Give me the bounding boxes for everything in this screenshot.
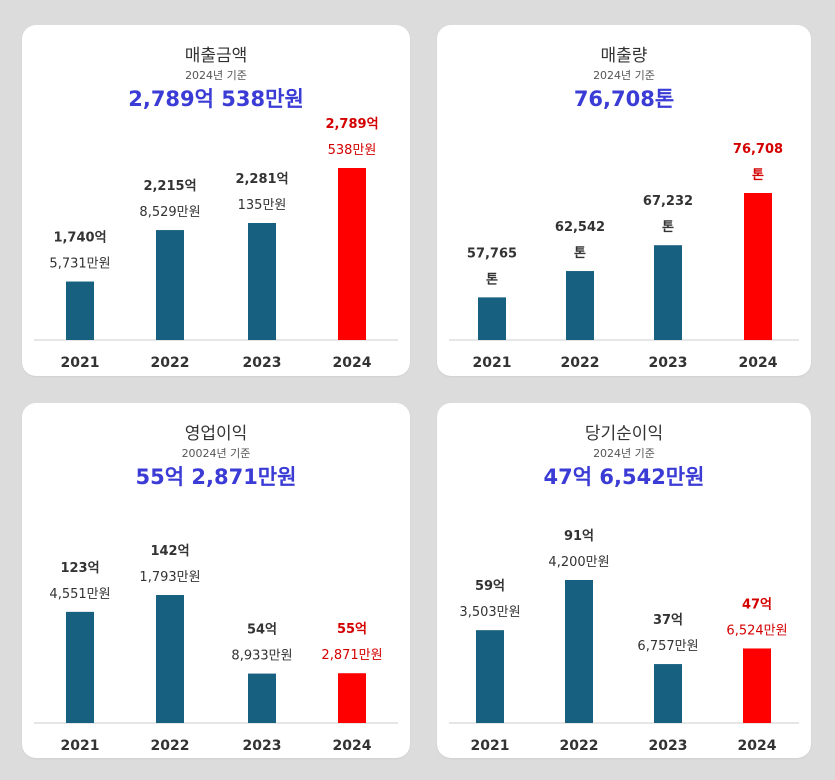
- x-tick-label: 2022: [151, 738, 190, 754]
- bar-2023: [248, 673, 276, 723]
- data-label-primary: 2,215억: [143, 179, 196, 194]
- card-net-income: 당기순이익 2024년 기준 47억 6,542만원 59억 3,503만원 202…: [437, 403, 811, 758]
- x-tick-label: 2021: [473, 355, 512, 371]
- bar-chart: 57,765 톤 2021 62,542 톤 2022 67,232 톤 2023 76,708 톤…: [449, 142, 799, 371]
- data-label-primary: 2,281억: [235, 172, 288, 187]
- data-label-secondary: 2,871만원: [321, 648, 382, 663]
- card-total: 55억 2,871만원: [135, 465, 297, 489]
- x-tick-label: 2023: [649, 738, 688, 754]
- bar-2022: [566, 271, 594, 340]
- bar-2021: [478, 297, 506, 340]
- x-tick-label: 2021: [61, 738, 100, 754]
- x-tick-label: 2024: [333, 738, 372, 754]
- card-subtitle: 2024년 기준: [593, 447, 655, 460]
- data-label-primary: 47억: [742, 597, 772, 612]
- card-total: 76,708톤: [573, 87, 675, 111]
- card-total: 2,789억 538만원: [128, 87, 304, 111]
- card-title: 매출금액: [184, 46, 248, 66]
- card-title: 영업이익: [184, 424, 248, 444]
- data-label-secondary: 6,757만원: [637, 639, 698, 654]
- card-title: 당기순이익: [584, 424, 664, 444]
- card-sales-volume: 매출량 2024년 기준 76,708톤 57,765 톤 2021 62,542 톤 2…: [437, 25, 811, 376]
- data-label-secondary: 5,731만원: [49, 257, 110, 272]
- data-label-secondary: 톤: [486, 272, 498, 287]
- data-label-secondary: 6,524만원: [726, 623, 787, 638]
- data-label-secondary: 톤: [662, 220, 674, 235]
- data-label-primary: 57,765: [467, 246, 517, 261]
- data-label-primary: 123억: [60, 561, 99, 576]
- data-label-primary: 59억: [475, 579, 505, 594]
- bar-chart: 59억 3,503만원 2021 91억 4,200만원 2022 37억 6,757만원 20…: [449, 529, 799, 754]
- x-tick-label: 2024: [739, 355, 778, 371]
- card-sales-amount: 매출금액 2024년 기준 2,789억 538만원 1,740억 5,731만원…: [22, 25, 410, 376]
- x-tick-label: 2023: [649, 355, 688, 371]
- card-total: 47억 6,542만원: [543, 465, 705, 489]
- x-tick-label: 2021: [61, 355, 100, 371]
- data-label-secondary: 135만원: [238, 198, 287, 213]
- data-label-primary: 37억: [653, 613, 683, 628]
- bar-2023: [248, 223, 276, 340]
- card-subtitle: 2024년 기준: [185, 69, 247, 82]
- card-title: 매출량: [600, 46, 648, 66]
- bar-2021: [476, 630, 504, 723]
- bar-2023: [654, 664, 682, 723]
- bar-2024: [744, 193, 772, 340]
- card-operating-profit: 영업이익 20024년 기준 55억 2,871만원 123억 4,551만원 20…: [22, 403, 410, 758]
- bar-2021: [66, 281, 94, 340]
- x-tick-label: 2022: [151, 355, 190, 371]
- x-tick-label: 2024: [333, 355, 372, 371]
- bar-2022: [565, 580, 593, 723]
- data-label-primary: 91억: [564, 529, 594, 544]
- bar-2022: [156, 595, 184, 723]
- data-label-primary: 67,232: [643, 194, 693, 209]
- data-label-secondary: 8,529만원: [139, 205, 200, 220]
- x-tick-label: 2024: [738, 738, 777, 754]
- bar-2024: [338, 168, 366, 340]
- data-label-secondary: 4,200만원: [548, 555, 609, 570]
- data-label-secondary: 1,793만원: [139, 570, 200, 585]
- data-label-secondary: 4,551만원: [49, 587, 110, 602]
- x-tick-label: 2023: [243, 355, 282, 371]
- data-label-primary: 55억: [337, 622, 367, 637]
- bar-2022: [156, 230, 184, 340]
- card-subtitle: 2024년 기준: [593, 69, 655, 82]
- x-tick-label: 2022: [561, 355, 600, 371]
- data-label-primary: 76,708: [733, 142, 783, 157]
- bar-chart: 123억 4,551만원 2021 142억 1,793만원 2022 54억 8,933만원…: [34, 544, 398, 754]
- data-label-primary: 2,789억: [325, 117, 378, 132]
- bar-2024: [338, 673, 366, 723]
- data-label-primary: 142억: [150, 544, 189, 559]
- bar-2021: [66, 611, 94, 723]
- bar-2023: [654, 245, 682, 340]
- bar-2024: [743, 648, 771, 723]
- x-tick-label: 2023: [243, 738, 282, 754]
- data-label-primary: 54억: [247, 623, 277, 638]
- data-label-secondary: 톤: [752, 168, 764, 183]
- data-label-secondary: 톤: [574, 246, 586, 261]
- bar-chart: 1,740억 5,731만원 2021 2,215억 8,529만원 2022 2,281억…: [34, 117, 398, 371]
- card-subtitle: 20024년 기준: [181, 447, 251, 460]
- x-tick-label: 2021: [471, 738, 510, 754]
- data-label-secondary: 3,503만원: [459, 605, 520, 620]
- data-label-secondary: 538만원: [328, 143, 377, 158]
- data-label-secondary: 8,933만원: [231, 649, 292, 664]
- data-label-primary: 1,740억: [53, 231, 106, 246]
- data-label-primary: 62,542: [555, 220, 605, 235]
- x-tick-label: 2022: [560, 738, 599, 754]
